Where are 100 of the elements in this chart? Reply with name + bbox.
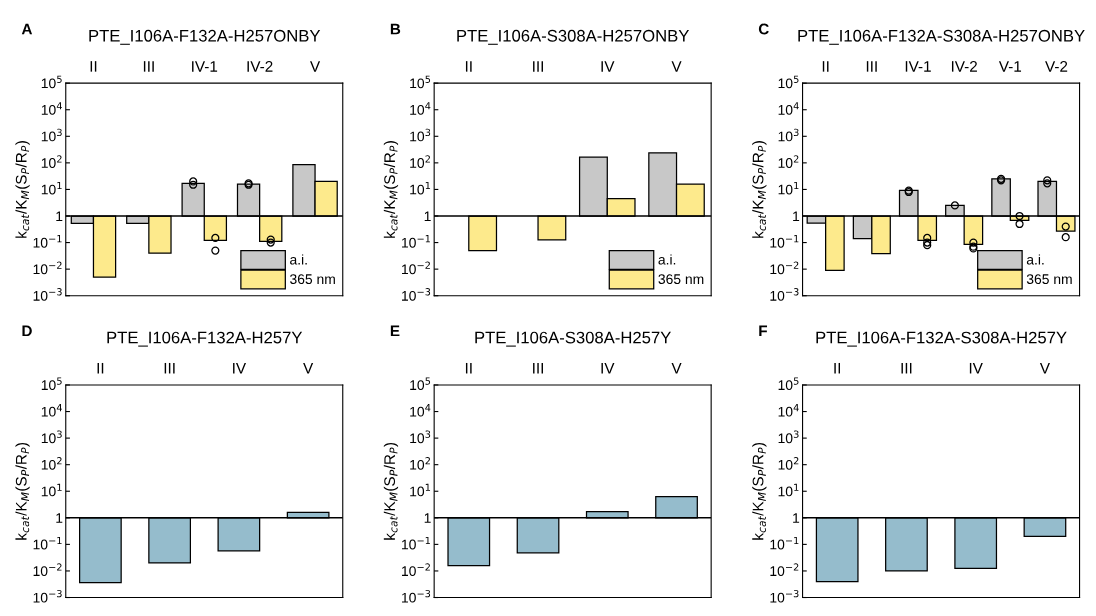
text: A — [21, 23, 33, 35]
text: k$_{cat}$/K$_{M}$(S$_{P}$/R$_{P}$) — [752, 141, 767, 238]
y-tick-label: 10$^{2}$ — [410, 457, 430, 470]
text: k$_{cat}$/K$_{M}$(S$_{P}$/R$_{P}$) — [383, 442, 399, 540]
legend-label: a.i. — [658, 254, 676, 265]
x-tick-label: V-1 — [998, 61, 1022, 72]
y-tick-label: 10$^{4}$ — [410, 404, 431, 417]
x-tick-label: III — [533, 61, 543, 72]
y-tick-label: 10$^{5}$ — [778, 377, 799, 391]
y-tick-label: 1 — [793, 513, 800, 523]
y-tick-label: 10$^{1}$ — [410, 181, 431, 195]
y-tick-label: 10$^{−1}$ — [770, 536, 799, 550]
x-tick-label: IV — [601, 61, 615, 72]
y-tick-label: 10$^{−1}$ — [402, 536, 430, 550]
x-tick-label: II — [465, 61, 472, 72]
x-tick-label: IV-2 — [951, 60, 977, 72]
y-tick-label: 10$^{1}$ — [778, 181, 799, 195]
y-tick-label: 10$^{1}$ — [41, 483, 62, 497]
x-tick-label: V — [671, 362, 682, 374]
y-tick-label: 10$^{4}$ — [41, 404, 62, 417]
y-tick-label: 10$^{−3}$ — [402, 589, 431, 603]
y-tick-label: 10$^{5}$ — [41, 377, 62, 391]
x-tick-label: III — [164, 362, 175, 374]
text: F — [759, 325, 768, 337]
y-tick-label: 10$^{5}$ — [41, 75, 62, 89]
y-tick-label: 10$^{2}$ — [778, 155, 799, 168]
legend-label: 365 nm — [1026, 274, 1072, 285]
x-tick-label: IV — [601, 362, 615, 374]
y-tick-label: 10$^{−2}$ — [33, 261, 62, 275]
x-tick-label: II — [822, 61, 829, 72]
text: k$_{cat}$/K$_{M}$(S$_{P}$/R$_{P}$) — [383, 141, 399, 238]
chart-title: PTE_I106A-S308A-H257ONBY — [457, 29, 690, 45]
y-tick-label: 10$^{4}$ — [778, 102, 799, 115]
y-tick-label: 10$^{−2}$ — [33, 563, 62, 577]
x-tick-label: III — [866, 61, 877, 72]
y-tick-label: 10$^{−1}$ — [33, 235, 62, 248]
y-tick-label: 10$^{4}$ — [778, 404, 799, 417]
y-tick-label: 10$^{−3}$ — [33, 589, 62, 603]
y-tick-label: 1 — [56, 513, 63, 523]
text: k$_{cat}$/K$_{M}$(S$_{P}$/R$_{P}$) — [15, 442, 30, 540]
y-tick-label: 10$^{5}$ — [410, 75, 431, 89]
y-tick-label: 10$^{4}$ — [41, 102, 62, 115]
y-tick-label: 10$^{−3}$ — [770, 288, 799, 301]
y-tick-label: 10$^{2}$ — [41, 155, 62, 168]
x-tick-label: IV — [969, 362, 983, 374]
text: B — [390, 23, 401, 35]
x-tick-label: V — [1039, 362, 1050, 374]
x-tick-label: IV-1 — [905, 61, 931, 72]
x-tick-label: III — [143, 61, 154, 72]
x-tick-label: II — [90, 61, 97, 72]
chart-title: PTE_I106A-F132A-S308A-H257Y — [816, 331, 1067, 347]
chart-title: PTE_I106A-S308A-H257Y — [475, 331, 671, 347]
y-tick-label: 1 — [793, 211, 800, 222]
y-tick-label: 10$^{3}$ — [410, 430, 431, 444]
x-tick-label: II — [97, 362, 104, 374]
text: k$_{cat}$/K$_{M}$(S$_{P}$/R$_{P}$) — [752, 442, 767, 540]
x-tick-label: V — [303, 362, 314, 374]
y-tick-label: 10$^{4}$ — [410, 102, 431, 115]
y-tick-label: 1 — [424, 211, 431, 222]
text: E — [390, 325, 400, 337]
text: D — [22, 325, 32, 337]
x-tick-label: III — [533, 362, 543, 374]
y-tick-label: 10$^{5}$ — [778, 75, 799, 89]
x-tick-label: III — [901, 362, 912, 374]
legend-label: a.i. — [290, 254, 307, 265]
y-tick-label: 10$^{−2}$ — [402, 563, 430, 577]
y-tick-label: 10$^{3}$ — [778, 128, 799, 142]
y-tick-label: 10$^{5}$ — [410, 377, 431, 391]
x-tick-label: IV-1 — [192, 61, 218, 72]
y-tick-label: 10$^{2}$ — [41, 457, 62, 470]
y-tick-label: 10$^{3}$ — [41, 430, 62, 444]
x-tick-label: II — [465, 362, 472, 374]
chart-title: PTE_I106A-F132A-H257Y — [107, 331, 303, 347]
y-tick-label: 10$^{3}$ — [778, 430, 799, 444]
y-tick-label: 10$^{3}$ — [410, 128, 431, 142]
x-tick-label: V-2 — [1045, 60, 1068, 72]
chart-title: PTE_I106A-F132A-S308A-H257ONBY — [798, 29, 1085, 45]
y-tick-label: 10$^{−3}$ — [402, 288, 431, 301]
y-tick-label: 10$^{1}$ — [41, 181, 62, 195]
legend-label: a.i. — [1026, 254, 1044, 265]
y-tick-label: 10$^{−3}$ — [33, 288, 62, 301]
y-tick-label: 1 — [56, 211, 63, 222]
y-tick-label: 10$^{−2}$ — [770, 563, 799, 577]
y-tick-label: 1 — [424, 513, 431, 523]
x-tick-label: V — [310, 61, 321, 72]
y-tick-label: 10$^{1}$ — [410, 483, 431, 497]
legend-label: 365 nm — [290, 274, 335, 285]
y-tick-label: 10$^{−2}$ — [770, 261, 799, 275]
text: k$_{cat}$/K$_{M}$(S$_{P}$/R$_{P}$) — [15, 141, 30, 238]
text: C — [758, 23, 769, 35]
y-tick-label: 10$^{3}$ — [41, 128, 62, 142]
y-tick-label: 10$^{2}$ — [410, 155, 430, 168]
y-tick-label: 10$^{−1}$ — [33, 536, 62, 550]
x-tick-label: IV — [233, 362, 247, 374]
legend-label: 365 nm — [658, 274, 704, 285]
chart-title: PTE_I106A-F132A-H257ONBY — [89, 29, 321, 45]
y-tick-label: 10$^{−1}$ — [770, 235, 799, 248]
y-tick-label: 10$^{−2}$ — [402, 261, 430, 275]
x-tick-label: V — [671, 61, 682, 72]
y-tick-label: 10$^{1}$ — [778, 483, 799, 497]
